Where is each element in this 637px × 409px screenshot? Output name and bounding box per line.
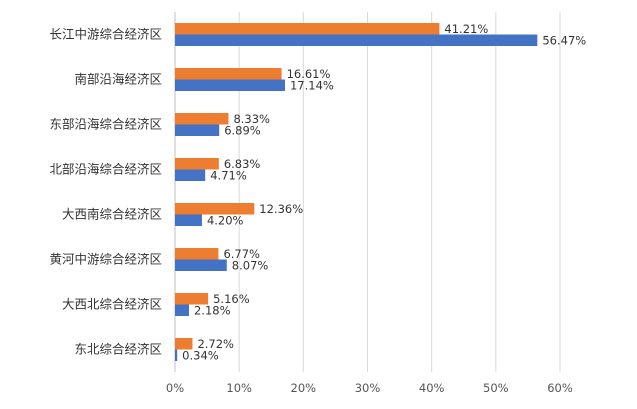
category-label: 长江中游综合经济区 bbox=[49, 27, 162, 42]
bar-series bbox=[175, 23, 538, 361]
data-label: 0.34% bbox=[182, 349, 219, 363]
data-label: 17.14% bbox=[290, 79, 334, 93]
bar-blue bbox=[175, 124, 220, 136]
data-label: 5.16% bbox=[213, 292, 250, 306]
data-labels: 41.21%56.47%16.61%17.14%8.33%6.89%6.83%4… bbox=[182, 22, 586, 363]
x-tick-labels: 0% 10% 20% 30% 40% 50% 60% bbox=[166, 381, 573, 395]
data-label: 4.20% bbox=[207, 214, 244, 228]
x-tick-label: 20% bbox=[291, 381, 317, 395]
data-label: 2.72% bbox=[197, 337, 234, 351]
bar-blue bbox=[175, 169, 206, 181]
bar-blue bbox=[175, 214, 202, 226]
bar-blue bbox=[175, 349, 178, 361]
x-tick-label: 10% bbox=[226, 381, 252, 395]
data-label: 8.07% bbox=[232, 259, 269, 273]
category-label: 大西北综合经济区 bbox=[62, 297, 162, 312]
category-label: 大西南综合经济区 bbox=[62, 207, 162, 222]
data-label: 6.89% bbox=[224, 124, 261, 138]
data-label: 12.36% bbox=[259, 202, 303, 216]
bar-orange bbox=[175, 248, 219, 260]
category-label: 南部沿海经济区 bbox=[74, 72, 162, 87]
bar-orange bbox=[175, 158, 219, 170]
data-label: 8.33% bbox=[233, 112, 270, 126]
x-tick-label: 30% bbox=[355, 381, 381, 395]
data-label: 41.21% bbox=[444, 22, 488, 36]
category-labels: 长江中游综合经济区南部沿海经济区东部沿海综合经济区北部沿海综合经济区大西南综合经… bbox=[49, 27, 162, 357]
bar-blue bbox=[175, 79, 285, 91]
bar-orange bbox=[175, 68, 282, 80]
category-label: 东北综合经济区 bbox=[74, 342, 162, 357]
data-label: 16.61% bbox=[287, 67, 331, 81]
data-label: 6.77% bbox=[223, 247, 260, 261]
x-tick-label: 40% bbox=[419, 381, 445, 395]
category-label: 东部沿海综合经济区 bbox=[49, 117, 162, 132]
bar-orange bbox=[175, 23, 440, 35]
grid-lines bbox=[174, 12, 561, 372]
x-tick-label: 50% bbox=[483, 381, 509, 395]
bar-blue bbox=[175, 304, 189, 316]
data-label: 56.47% bbox=[542, 34, 586, 48]
data-label: 6.83% bbox=[224, 157, 261, 171]
bar-blue bbox=[175, 259, 227, 271]
category-label: 黄河中游综合经济区 bbox=[49, 252, 162, 267]
data-label: 4.71% bbox=[210, 169, 247, 183]
bar-orange bbox=[175, 338, 193, 350]
bar-orange bbox=[175, 113, 229, 125]
data-label: 2.18% bbox=[194, 304, 231, 318]
bar-orange bbox=[175, 293, 209, 305]
bar-blue bbox=[175, 34, 538, 46]
x-tick-label: 0% bbox=[166, 381, 184, 395]
bar-orange bbox=[175, 203, 255, 215]
category-label: 北部沿海综合经济区 bbox=[49, 162, 162, 177]
x-tick-label: 60% bbox=[547, 381, 573, 395]
